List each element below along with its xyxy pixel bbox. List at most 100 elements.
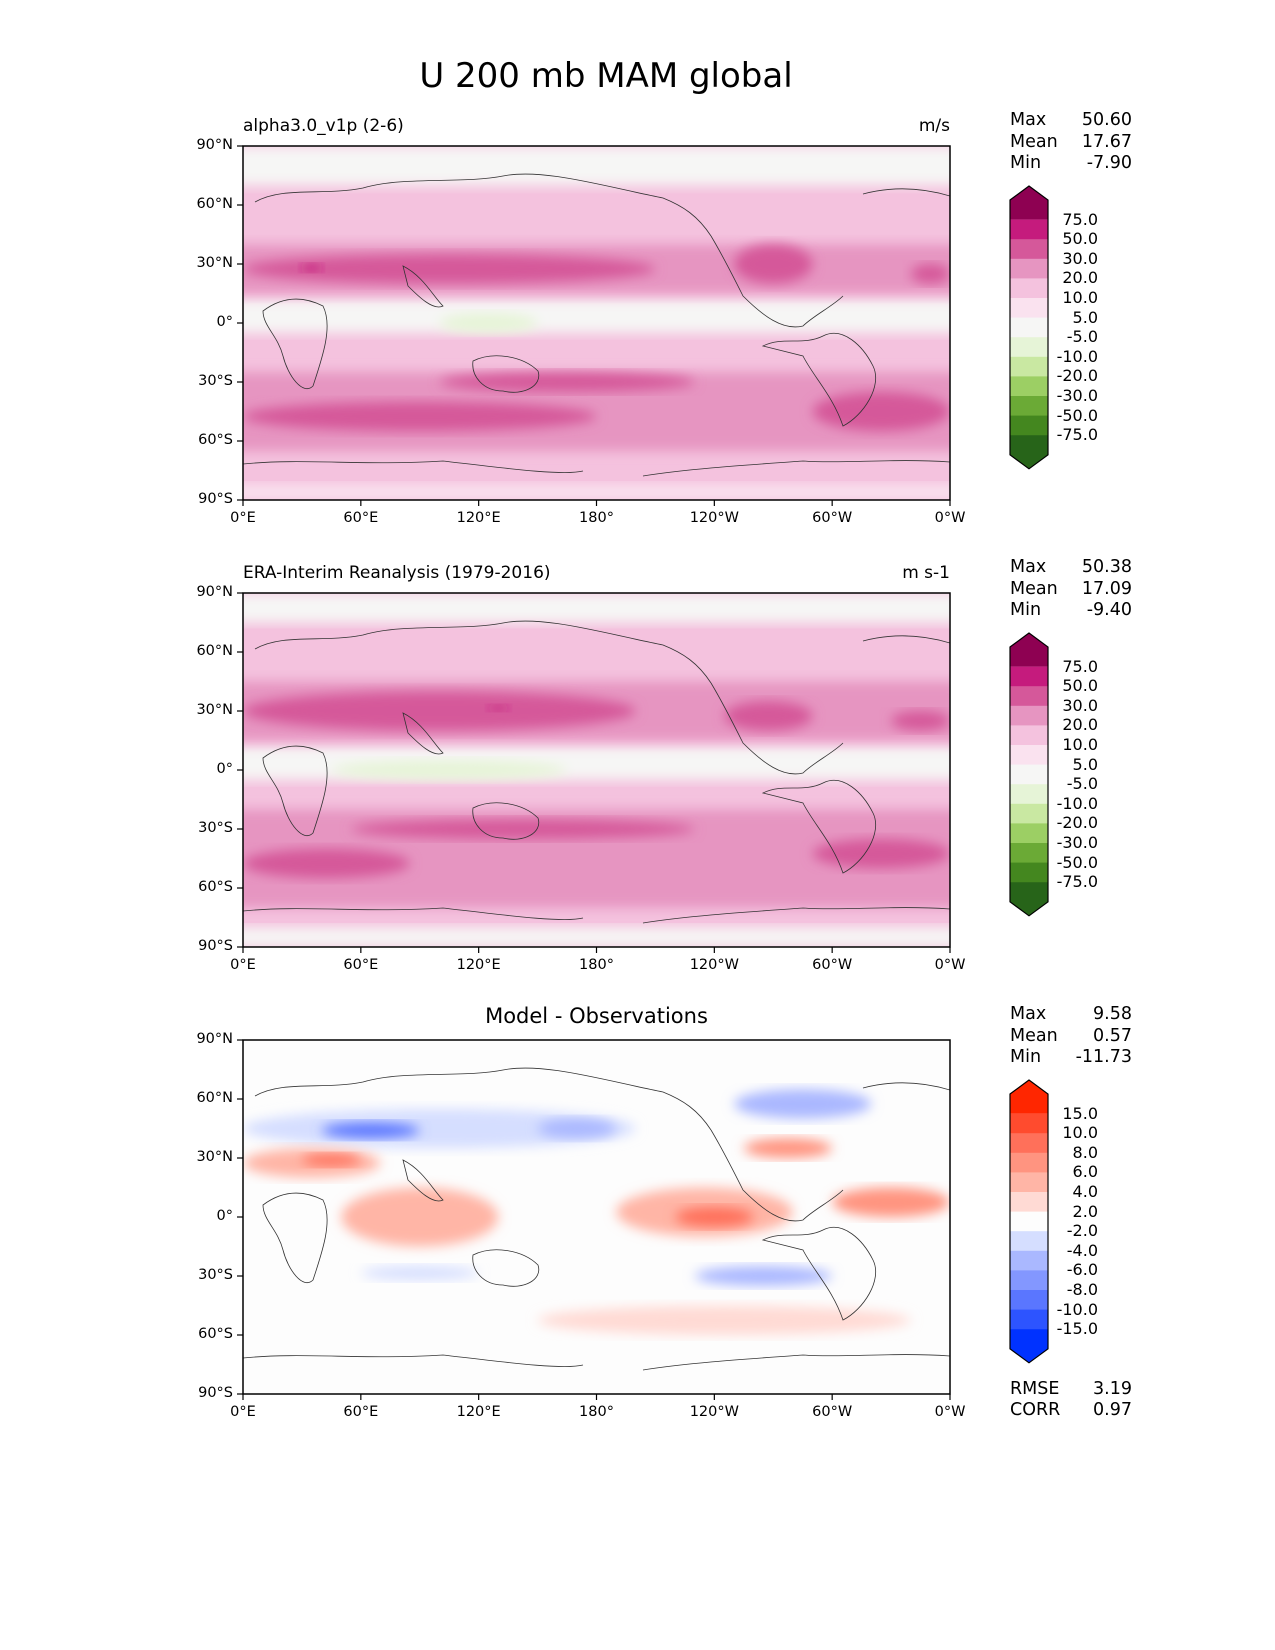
coastline bbox=[243, 1354, 584, 1367]
colorbar-tick-label: 50.0 bbox=[1062, 229, 1098, 249]
colorbar-tick-label: 50.0 bbox=[1062, 676, 1098, 696]
coastline bbox=[642, 1354, 950, 1371]
field-region bbox=[439, 372, 695, 392]
x-tick-label: 180° bbox=[579, 510, 614, 526]
map-obs bbox=[237, 592, 951, 953]
stat-row: Mean 17.67 bbox=[1010, 132, 1132, 154]
field-region bbox=[243, 848, 410, 879]
colorbar-tick-label: -5.0 bbox=[1066, 774, 1098, 794]
x-tick-label: 120°E bbox=[456, 510, 501, 526]
x-tick-label: 60°W bbox=[812, 510, 853, 526]
field-region bbox=[243, 484, 950, 500]
coastline bbox=[862, 188, 950, 197]
field-region bbox=[488, 705, 509, 711]
field-region bbox=[733, 1089, 872, 1119]
coastline bbox=[254, 620, 712, 684]
colorbar-segment bbox=[1010, 1231, 1048, 1252]
field-region bbox=[243, 401, 597, 432]
x-tick-label: 0°W bbox=[934, 957, 966, 973]
colorbar-segment bbox=[1010, 705, 1048, 726]
coastline bbox=[710, 682, 844, 775]
x-tick-label: 60°E bbox=[343, 510, 379, 526]
colorbar-segment bbox=[1010, 843, 1048, 864]
stat-label: CORR bbox=[1010, 1400, 1061, 1421]
field-region bbox=[351, 819, 695, 839]
colorbar-segment bbox=[1010, 1133, 1048, 1154]
field-region bbox=[243, 927, 950, 947]
stat-row: Min -9.40 bbox=[1010, 600, 1132, 622]
map-diff bbox=[237, 1039, 951, 1400]
x-tick-label: 180° bbox=[579, 957, 614, 973]
panel-units: m/s bbox=[918, 116, 950, 136]
colorbar-tick-label: 8.0 bbox=[1072, 1142, 1098, 1162]
colorbar-segment bbox=[1010, 415, 1048, 436]
stat-label: Max bbox=[1010, 110, 1047, 130]
colorbar-tick-label: -20.0 bbox=[1056, 366, 1098, 386]
coastline bbox=[243, 460, 584, 473]
y-tick-label: 90°S bbox=[198, 938, 233, 954]
coastline bbox=[243, 907, 584, 920]
colorbar-segment bbox=[1010, 666, 1048, 687]
colorbar-segment bbox=[1010, 686, 1048, 707]
colorbar-segment bbox=[1010, 317, 1048, 338]
coastline bbox=[254, 1067, 712, 1131]
colorbar-tick-label: -4.0 bbox=[1066, 1240, 1098, 1260]
field-region bbox=[243, 746, 950, 780]
colorbar-segment bbox=[1010, 1172, 1048, 1193]
colorbar-segment bbox=[1010, 1329, 1048, 1363]
field-region bbox=[537, 1118, 617, 1139]
colorbar-tick-label: -15.0 bbox=[1056, 1319, 1098, 1339]
colorbar-tick-label: 75.0 bbox=[1062, 209, 1098, 229]
stat-label: Min bbox=[1010, 153, 1042, 173]
stat-row: Min -7.90 bbox=[1010, 153, 1132, 175]
colorbar-segment bbox=[1010, 803, 1048, 824]
coastline bbox=[262, 298, 328, 389]
colorbar-wind bbox=[1009, 185, 1049, 470]
y-tick-label: 0° bbox=[216, 1208, 233, 1224]
colorbar-segment bbox=[1010, 823, 1048, 844]
colorbar-segment bbox=[1010, 337, 1048, 358]
field-region bbox=[812, 391, 950, 432]
colorbar-tick-label: 10.0 bbox=[1062, 288, 1098, 307]
y-tick-label: 90°S bbox=[198, 491, 233, 507]
colorbar-segment bbox=[1010, 376, 1048, 397]
stat-value: -9.40 bbox=[1086, 600, 1132, 620]
x-tick-label: 0°W bbox=[934, 1404, 966, 1420]
colorbar-segment bbox=[1010, 1290, 1048, 1311]
y-tick-label: 90°S bbox=[198, 1385, 233, 1401]
colorbar-segment bbox=[1010, 725, 1048, 746]
x-tick-label: 120°W bbox=[689, 1404, 739, 1420]
panel-title-left: ERA-Interim Reanalysis (1979-2016) bbox=[243, 563, 551, 583]
colorbar-tick-label: -2.0 bbox=[1066, 1221, 1098, 1241]
stat-row: Mean 17.09 bbox=[1010, 579, 1132, 601]
stat-label: Max bbox=[1010, 557, 1047, 577]
stat-value: 50.60 bbox=[1081, 110, 1132, 130]
y-tick-label: 30°S bbox=[198, 820, 233, 836]
x-tick-label: 0°E bbox=[230, 1404, 256, 1420]
field-region bbox=[724, 701, 813, 731]
coastline bbox=[254, 173, 712, 237]
field-region bbox=[243, 146, 950, 186]
colorbar-segment bbox=[1010, 862, 1048, 883]
y-tick-label: 90°N bbox=[196, 584, 233, 600]
coastline bbox=[642, 460, 950, 477]
colorbar-segment bbox=[1010, 1309, 1048, 1330]
y-tick-label: 0° bbox=[216, 314, 233, 330]
field-region bbox=[439, 313, 538, 333]
stat-value: 0.57 bbox=[1093, 1025, 1132, 1046]
stat-value: -7.90 bbox=[1086, 153, 1132, 173]
x-tick-label: 60°W bbox=[812, 1404, 853, 1420]
y-tick-label: 60°N bbox=[196, 643, 233, 659]
colorbar-segment bbox=[1010, 278, 1048, 299]
colorbar-tick-label: 30.0 bbox=[1062, 248, 1098, 268]
coastline bbox=[472, 1249, 540, 1287]
colorbar-diff bbox=[1009, 1079, 1049, 1364]
field-region bbox=[243, 254, 656, 284]
error-stats-block: RMSE 3.19 CORR 0.97 bbox=[1010, 1379, 1132, 1422]
x-tick-label: 0°W bbox=[934, 510, 966, 526]
x-tick-label: 180° bbox=[579, 1404, 614, 1420]
stat-value: 3.19 bbox=[1093, 1378, 1132, 1399]
colorbar-segment bbox=[1010, 633, 1048, 667]
error-stat-row: CORR 0.97 bbox=[1010, 1400, 1132, 1422]
coastline bbox=[761, 1227, 876, 1321]
